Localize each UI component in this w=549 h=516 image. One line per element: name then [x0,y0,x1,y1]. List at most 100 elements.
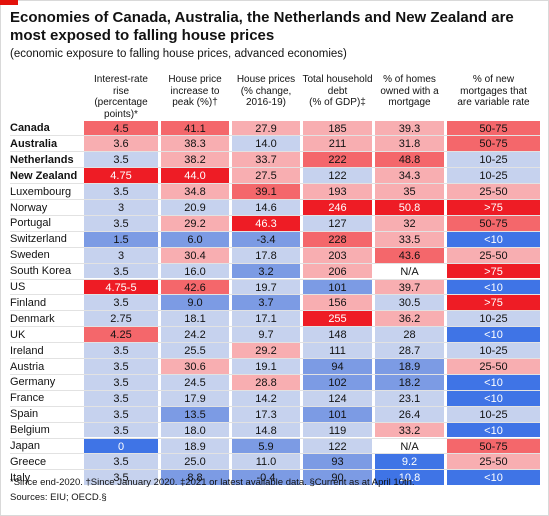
column-header: House prices (% change, 2016-19) [236,74,296,108]
table-cell: 23.1 [375,390,444,406]
table-cell: >75 [447,295,540,311]
row-label: Netherlands [10,153,74,166]
table-cell: 42.6 [161,279,229,295]
row-separator [10,294,540,296]
column-header: Interest-rate rise (percentage points)* [94,74,148,120]
table-cell: 11.0 [232,454,300,470]
row-label: Belgium [10,424,50,437]
table-cell: 20.9 [161,200,229,215]
table-cell: 6.0 [161,231,229,247]
table-cell: 9.7 [232,327,300,343]
table-cell: 101 [303,406,372,422]
row-label: Japan [10,440,40,452]
brand-accent-bar [0,0,18,5]
table-cell: 3.7 [232,295,300,311]
row-label: UK [10,328,26,341]
table-cell: 13.5 [161,406,229,422]
table-cell: 3.2 [232,263,300,279]
chart-subtitle: (economic exposure to falling house pric… [10,48,347,60]
table-cell: 3.5 [84,454,158,470]
column-header: % of new mortgages that are variable rate [457,74,530,108]
row-separator [10,389,540,391]
table-cell: 255 [303,311,372,327]
table-cell: 10.8 [375,470,444,486]
table-cell: 50-75 [447,136,540,152]
table-cell: >75 [447,200,540,215]
footnote-sources: Sources: EIU; OECD.§ [10,492,107,503]
table-cell: 29.2 [161,215,229,231]
column-header: Total household debt (% of GDP)‡ [302,74,373,108]
table-cell: 3.6 [84,136,158,152]
table-cell: 50.8 [375,200,444,215]
table-cell: 33.2 [375,422,444,438]
table-cell: 124 [303,390,372,406]
row-label: Spain [10,408,39,421]
table-cell: 14.0 [232,136,300,152]
table-cell: 148 [303,327,372,343]
table-cell: 2.75 [84,311,158,327]
table-cell: 8.8 [161,470,229,486]
table-cell: 9.0 [161,295,229,311]
table-cell: 25.5 [161,343,229,358]
table-cell: 3.5 [84,374,158,390]
table-cell: 43.6 [375,247,444,263]
table-cell: 211 [303,136,372,152]
table-cell: 18.1 [161,311,229,327]
table-cell: 4.75 [84,168,158,184]
table-cell: 10-25 [447,343,540,358]
table-cell: 18.2 [375,374,444,390]
row-label: New Zealand [10,169,78,182]
table-cell: 3 [84,200,158,215]
row-separator [10,199,540,200]
table-cell: 10-25 [447,168,540,184]
table-cell: 4.75-5 [84,279,158,295]
table-cell: 48.8 [375,152,444,168]
table-cell: 3.5 [84,359,158,374]
table-cell: 206 [303,263,372,279]
table-cell: 19.7 [232,279,300,295]
table-cell: 3.5 [84,184,158,199]
row-separator [10,358,540,359]
table-cell: 3.5 [84,422,158,438]
row-separator [10,151,540,153]
table-cell: 50-75 [447,215,540,231]
table-cell: 24.5 [161,374,229,390]
row-separator [10,214,540,216]
row-separator [10,421,540,423]
row-separator [10,167,540,169]
table-cell: <10 [447,231,540,247]
row-separator [10,230,540,232]
table-cell: 17.1 [232,311,300,327]
table-cell: 203 [303,247,372,263]
table-cell: 119 [303,422,372,438]
row-separator [10,453,540,455]
table-cell: N/A [400,440,419,453]
table-cell: 30.6 [161,359,229,374]
column-header: % of homes owned with a mortgage [380,74,439,108]
table-cell: 156 [303,295,372,311]
table-cell: 27.5 [232,168,300,184]
table-cell: 14.2 [232,390,300,406]
table-cell: <10 [447,422,540,438]
table-cell: 39.7 [375,279,444,295]
table-cell: 14.8 [232,422,300,438]
column-header: House price increase to peak (%)† [168,74,222,108]
table-cell: 33.5 [375,231,444,247]
row-separator [10,278,540,280]
table-cell: <10 [447,390,540,406]
row-label: Austria [10,360,45,373]
table-cell: 41.1 [161,120,229,136]
row-separator [10,262,540,264]
table-cell: 25.0 [161,454,229,470]
table-cell: 50-75 [447,120,540,136]
table-cell: 18.0 [161,422,229,438]
table-cell: 38.2 [161,152,229,168]
table-cell: <10 [447,374,540,390]
table-cell: 36.2 [375,311,444,327]
table-cell: 4.25 [84,327,158,343]
row-label: Portugal [10,217,51,230]
table-cell: 32 [375,215,444,231]
row-separator [10,405,540,407]
row-label: Australia [10,137,58,150]
row-separator [10,342,540,344]
